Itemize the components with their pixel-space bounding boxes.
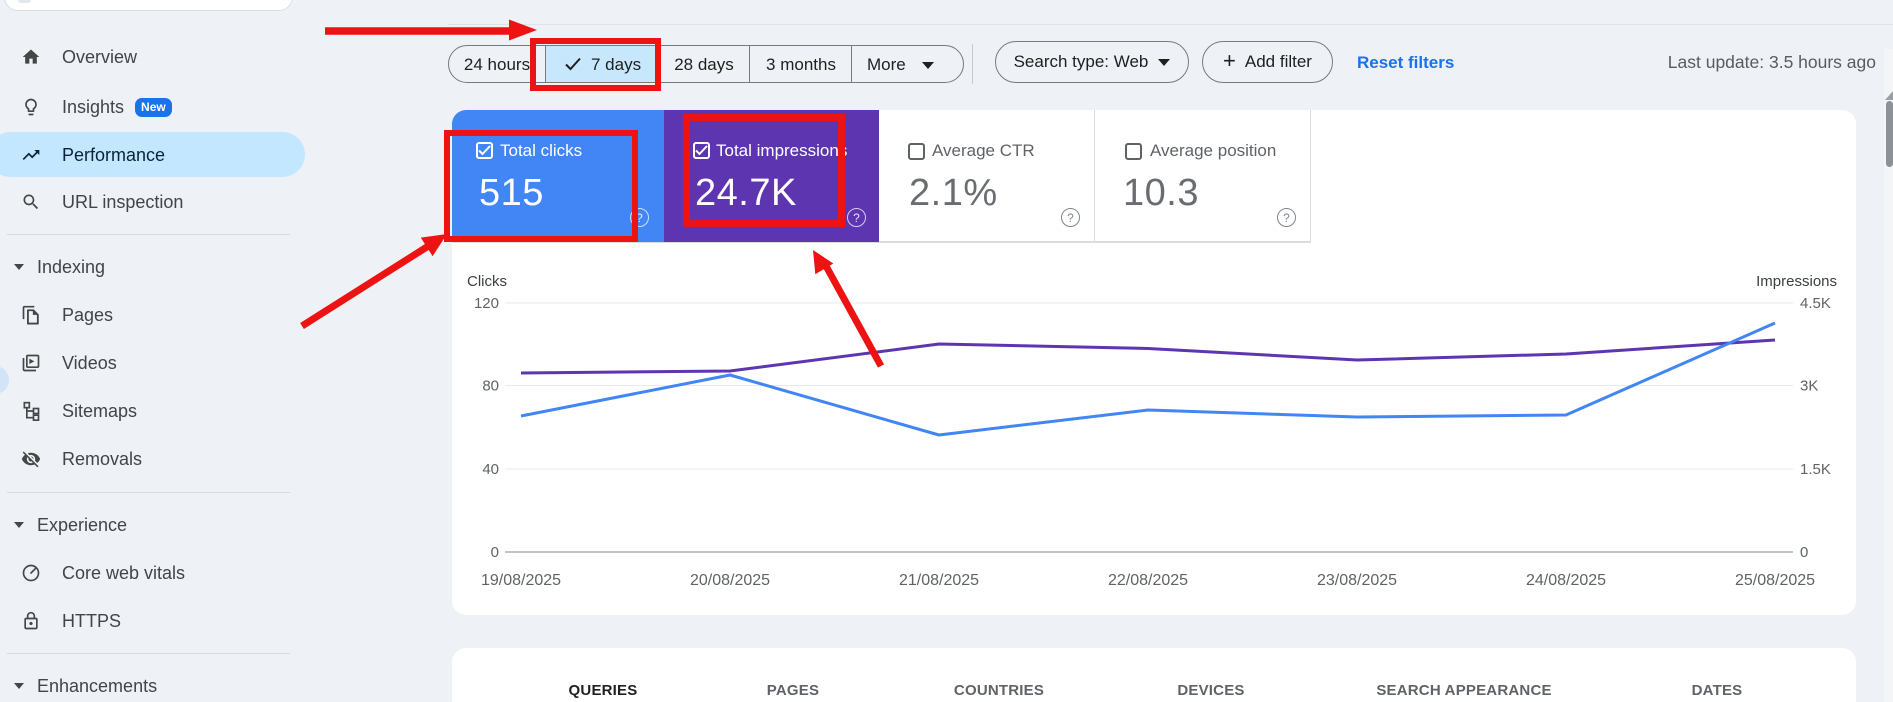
svg-text:19/08/2025: 19/08/2025 (481, 572, 561, 589)
svg-text:20/08/2025: 20/08/2025 (690, 572, 770, 589)
svg-text:Impressions: Impressions (1756, 273, 1837, 290)
svg-text:24/08/2025: 24/08/2025 (1526, 572, 1606, 589)
svg-text:Clicks: Clicks (467, 273, 507, 290)
svg-text:22/08/2025: 22/08/2025 (1108, 572, 1188, 589)
svg-text:25/08/2025: 25/08/2025 (1735, 572, 1815, 589)
svg-text:120: 120 (474, 295, 499, 312)
svg-text:4.5K: 4.5K (1800, 295, 1831, 312)
svg-text:0: 0 (491, 544, 499, 561)
svg-text:1.5K: 1.5K (1800, 461, 1831, 478)
svg-text:80: 80 (482, 378, 499, 395)
svg-text:21/08/2025: 21/08/2025 (899, 572, 979, 589)
svg-text:0: 0 (1800, 544, 1808, 561)
svg-text:3K: 3K (1800, 378, 1818, 395)
svg-text:23/08/2025: 23/08/2025 (1317, 572, 1397, 589)
svg-text:40: 40 (482, 461, 499, 478)
